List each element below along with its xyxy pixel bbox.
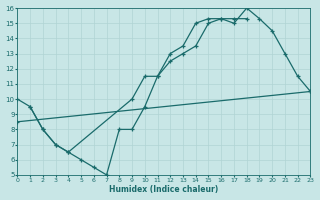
X-axis label: Humidex (Indice chaleur): Humidex (Indice chaleur)	[109, 185, 219, 194]
